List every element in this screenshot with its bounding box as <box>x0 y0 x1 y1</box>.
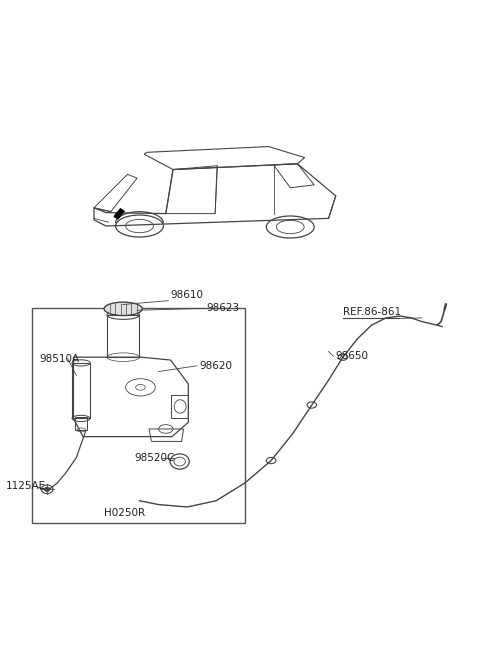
Polygon shape <box>114 209 124 219</box>
Text: REF.86-861: REF.86-861 <box>343 307 401 317</box>
Text: 98510A: 98510A <box>39 354 79 364</box>
Ellipse shape <box>104 302 143 316</box>
Bar <box>107 315 140 357</box>
Bar <box>72 363 90 419</box>
Bar <box>75 417 87 430</box>
Ellipse shape <box>44 487 50 491</box>
Text: 98620: 98620 <box>199 361 232 371</box>
Text: 98520C: 98520C <box>135 453 175 462</box>
Text: 1125AE: 1125AE <box>5 481 46 491</box>
Text: 98610: 98610 <box>170 290 204 300</box>
Text: 98650: 98650 <box>336 351 369 361</box>
Text: H0250R: H0250R <box>104 508 145 518</box>
FancyBboxPatch shape <box>32 309 245 523</box>
Text: 98623: 98623 <box>206 303 240 313</box>
